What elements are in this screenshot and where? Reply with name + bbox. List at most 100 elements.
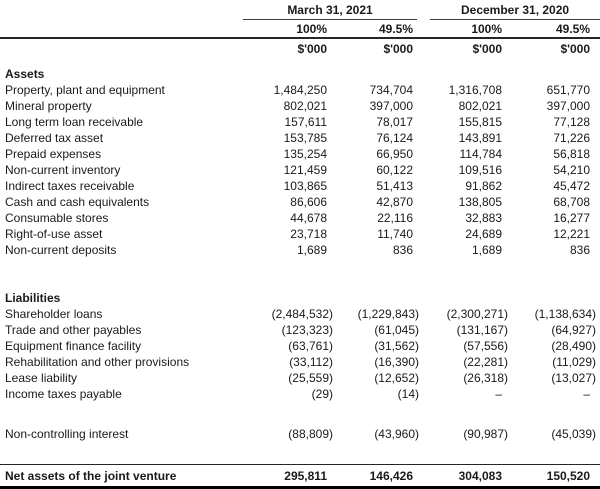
row-value: (12,652) xyxy=(374,371,420,385)
row-value: (131,167) xyxy=(456,323,509,337)
row-label: Deferred tax asset xyxy=(5,131,104,145)
total-row-value: 150,520 xyxy=(512,464,600,489)
col-header-december-100pct: 100% xyxy=(423,20,513,39)
table-row: Shareholder loans (2,484,532) (1,229,843) (… xyxy=(0,306,600,322)
row-value: 397,000 xyxy=(369,99,414,113)
row-value: (2,300,271) xyxy=(446,307,509,321)
section-title: Liabilities xyxy=(5,291,61,305)
row-value: 12,221 xyxy=(553,227,591,241)
table-row: Prepaid expenses 135,254 66,950 114,784 56,8… xyxy=(0,146,600,162)
row-value: (63,761) xyxy=(288,339,333,353)
row-value: 143,891 xyxy=(458,131,503,145)
date-header-row: March 31, 2021 December 31, 2020 xyxy=(0,3,600,20)
empty-cell xyxy=(423,58,512,82)
row-value: 16,277 xyxy=(553,211,591,225)
row-value: (29) xyxy=(311,387,333,401)
row-value: 54,210 xyxy=(553,163,591,177)
spacer-cell xyxy=(0,442,600,465)
row-value: (11,029) xyxy=(552,355,597,369)
row-value: (22,281) xyxy=(463,355,509,369)
section-title: Assets xyxy=(5,67,45,81)
unit-header-row: $'000 $'000 $'000 $'000 xyxy=(0,38,600,58)
row-value: 42,870 xyxy=(376,195,414,209)
empty-cell xyxy=(512,282,600,306)
row-value: (31,562) xyxy=(374,339,420,353)
row-value: (64,927) xyxy=(551,323,597,337)
table-row: Lease liability (25,559) (12,652) (26,318) (… xyxy=(0,370,600,386)
row-value: 1,689 xyxy=(296,243,327,257)
row-value: 114,784 xyxy=(459,147,503,161)
table-row: Mineral property 802,021 397,000 802,021 397… xyxy=(0,98,600,114)
row-label: Long term loan receivable xyxy=(5,115,144,129)
table-row: Deferred tax asset 153,785 76,124 143,891 71… xyxy=(0,130,600,146)
row-value: 802,021 xyxy=(458,99,503,113)
table-footer: Net assets of the joint venture 295,811 … xyxy=(0,464,600,489)
table-row: Cash and cash equivalents 86,606 42,870 138… xyxy=(0,194,600,210)
row-value: 78,017 xyxy=(376,115,414,129)
row-value: 66,950 xyxy=(376,147,414,161)
unit-label: $'000 xyxy=(297,42,327,56)
col-group-march-2021-label: March 31, 2021 xyxy=(243,3,418,20)
unit-label: $'000 xyxy=(560,42,591,56)
unit-label: $'000 xyxy=(472,42,503,56)
row-value: (28,490) xyxy=(551,339,597,353)
row-value: 1,689 xyxy=(471,243,503,257)
empty-cell xyxy=(243,58,337,82)
total-row-value: 146,426 xyxy=(337,464,424,489)
col-group-december-2020: December 31, 2020 xyxy=(423,3,600,20)
empty-header-cell xyxy=(0,38,243,58)
row-value: (14) xyxy=(397,387,420,401)
table-body: Assets Property, plant and equipment 1,484… xyxy=(0,58,600,465)
row-value: 91,862 xyxy=(465,179,503,193)
row-value: (45,039) xyxy=(551,427,597,441)
net-assets-total-row: Net assets of the joint venture 295,811 … xyxy=(0,464,600,489)
empty-cell xyxy=(337,282,423,306)
row-value: 86,606 xyxy=(290,195,327,209)
row-label: Trade and other payables xyxy=(5,323,142,337)
table-row: Property, plant and equipment 1,484,250 73… xyxy=(0,82,600,98)
percentage-header-row: 100% 49.5% 100% 49.5% xyxy=(0,20,600,39)
row-value: 68,708 xyxy=(553,195,591,209)
table-row: Trade and other payables (123,323) (61,045… xyxy=(0,322,600,338)
row-value: 157,611 xyxy=(284,115,328,129)
row-value: 836 xyxy=(392,243,414,257)
row-value: (16,390) xyxy=(374,355,420,369)
row-value: (61,045) xyxy=(374,323,420,337)
row-value: 138,805 xyxy=(458,195,503,209)
spacer-cell xyxy=(0,402,600,426)
table-row: Non-current inventory 121,459 60,122 109,51… xyxy=(0,162,600,178)
row-value: 1,316,708 xyxy=(448,83,503,97)
row-label: Income taxes payable xyxy=(5,387,122,401)
table-row: Long term loan receivable 157,611 78,017 15… xyxy=(0,114,600,130)
row-label: Property, plant and equipment xyxy=(5,83,165,97)
row-value: (2,484,532) xyxy=(271,307,333,321)
row-value: 651,770 xyxy=(546,83,591,97)
row-label: Equipment finance facility xyxy=(5,339,142,353)
section-header-row: Liabilities xyxy=(0,282,600,306)
row-value: 71,226 xyxy=(553,131,591,145)
table-row: Non-current deposits 1,689 836 1,689 836 xyxy=(0,242,600,258)
row-value: 32,883 xyxy=(465,211,503,225)
row-value: 734,704 xyxy=(369,83,414,97)
row-value: 397,000 xyxy=(546,99,591,113)
row-label: Right-of-use asset xyxy=(5,227,103,241)
row-value: (1,229,843) xyxy=(357,307,420,321)
empty-cell xyxy=(243,282,337,306)
total-row-value: 304,083 xyxy=(423,464,513,489)
spacer-row xyxy=(0,402,600,426)
unit-label: $'000 xyxy=(383,42,414,56)
row-value: 109,516 xyxy=(458,163,503,177)
table-row: Right-of-use asset 23,718 11,740 24,689 12,2… xyxy=(0,226,600,242)
table-row: Equipment finance facility (63,761) (31,56… xyxy=(0,338,600,354)
row-value: (1,138,634) xyxy=(534,307,597,321)
col-group-march-2021: March 31, 2021 xyxy=(243,3,423,20)
row-value: 56,818 xyxy=(553,147,591,161)
row-value: 121,459 xyxy=(283,163,327,177)
row-value: 51,413 xyxy=(376,179,414,193)
row-value: (33,112) xyxy=(289,355,333,369)
row-value: (90,987) xyxy=(463,427,509,441)
table-header: March 31, 2021 December 31, 2020 100% 49… xyxy=(0,3,600,58)
row-label: Cash and cash equivalents xyxy=(5,195,150,209)
row-label: Lease liability xyxy=(5,371,78,385)
row-value: (43,960) xyxy=(374,427,420,441)
